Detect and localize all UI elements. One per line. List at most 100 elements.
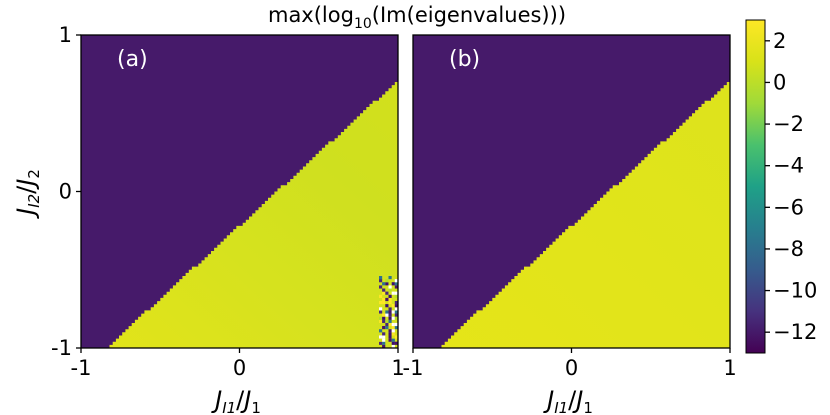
noise-cell bbox=[379, 313, 383, 317]
panel-a-lower-region bbox=[81, 82, 398, 348]
noise-cell bbox=[385, 322, 389, 327]
colorbar-tick-label: −6 bbox=[773, 195, 804, 219]
noise-cell bbox=[391, 304, 395, 308]
noise-cell bbox=[391, 316, 395, 320]
noise-cell bbox=[394, 301, 398, 305]
noise-cell bbox=[388, 322, 392, 327]
y-axis-label: JI2/J2 bbox=[12, 169, 43, 219]
noise-cell bbox=[382, 313, 386, 317]
noise-cell bbox=[382, 335, 386, 339]
x-tick-label: 0 bbox=[565, 356, 578, 380]
noise-cell bbox=[379, 307, 383, 311]
noise-cell bbox=[394, 310, 398, 314]
noise-cell bbox=[379, 319, 383, 323]
noise-cell bbox=[394, 291, 398, 295]
noise-cell bbox=[391, 341, 395, 345]
noise-cell bbox=[388, 335, 392, 339]
noise-cell bbox=[379, 344, 383, 348]
colorbar-tick-label: −2 bbox=[773, 112, 804, 136]
noise-cell bbox=[382, 297, 386, 302]
noise-cell bbox=[379, 335, 383, 339]
noise-cell bbox=[388, 304, 392, 308]
noise-cell bbox=[388, 329, 392, 333]
noise-cell bbox=[382, 326, 386, 330]
noise-cell bbox=[391, 282, 395, 286]
noise-cell bbox=[391, 322, 395, 327]
noise-cell bbox=[385, 282, 389, 286]
noise-cell bbox=[391, 329, 395, 333]
noise-cell bbox=[382, 319, 386, 323]
noise-cell bbox=[388, 307, 392, 311]
noise-cell bbox=[385, 313, 389, 317]
noise-cell bbox=[388, 276, 392, 280]
noise-cell bbox=[391, 332, 395, 336]
x-tick-label: -1 bbox=[403, 356, 424, 380]
x-tick-label: -1 bbox=[71, 356, 92, 380]
noise-cell bbox=[385, 279, 389, 283]
noise-cell bbox=[394, 335, 398, 339]
x-axis-label-a: JI1/J1 bbox=[211, 386, 261, 415]
colorbar-tick-label: −10 bbox=[773, 279, 817, 303]
x-tick-label: 1 bbox=[723, 356, 736, 380]
noise-cell bbox=[391, 344, 395, 348]
noise-cell bbox=[388, 316, 392, 320]
colorbar-tick-label: −8 bbox=[773, 237, 804, 261]
noise-cell bbox=[394, 282, 398, 286]
colorbar-tick-label: 2 bbox=[773, 29, 786, 53]
colorbar-ticks: 2 0 −2 −4 −6 −8 −10 −12 bbox=[765, 29, 817, 344]
noise-cell bbox=[379, 341, 383, 345]
colorbar: 2 0 −2 −4 −6 −8 −10 −12 bbox=[745, 19, 817, 354]
noise-cell bbox=[394, 279, 398, 283]
noise-cell bbox=[391, 310, 395, 314]
noise-cell bbox=[385, 304, 389, 308]
noise-cell bbox=[394, 313, 398, 317]
noise-cell bbox=[388, 332, 392, 336]
colorbar-tick-label: 0 bbox=[773, 70, 786, 94]
noise-cell bbox=[394, 322, 398, 327]
noise-cell bbox=[379, 310, 383, 314]
noise-cell bbox=[394, 285, 398, 289]
noise-cell bbox=[394, 307, 398, 311]
noise-cell bbox=[394, 326, 398, 330]
noise-cell bbox=[388, 313, 392, 317]
x-tick-label: 1 bbox=[391, 356, 404, 380]
noise-cell bbox=[379, 301, 383, 305]
noise-cell bbox=[388, 297, 392, 302]
y-tick-label: 0 bbox=[59, 180, 72, 204]
panel-a: (a) bbox=[80, 34, 399, 349]
panel-b: (b) bbox=[412, 34, 731, 349]
y-tick-label: 1 bbox=[59, 23, 72, 47]
x-axis-label-b: JI1/J1 bbox=[543, 386, 593, 415]
noise-cell bbox=[379, 294, 383, 298]
noise-cell bbox=[388, 294, 392, 298]
chart-title: max(log10(Im(eigenvalues))) bbox=[268, 3, 566, 32]
panel-a-noisy-corner bbox=[379, 276, 398, 348]
noise-cell bbox=[379, 329, 383, 333]
noise-cell bbox=[394, 316, 398, 320]
panel-b-lower-region bbox=[413, 82, 730, 348]
noise-cell bbox=[388, 301, 392, 305]
noise-cell bbox=[385, 291, 389, 295]
colorbar-tick-label: −12 bbox=[773, 320, 817, 344]
noise-cell bbox=[382, 291, 386, 295]
noise-cell bbox=[379, 316, 383, 320]
noise-cell bbox=[385, 297, 389, 302]
noise-cell bbox=[394, 341, 398, 345]
noise-cell bbox=[394, 294, 398, 298]
y-tick-label: -1 bbox=[51, 336, 72, 360]
noise-cell bbox=[388, 285, 392, 289]
colorbar-gradient bbox=[745, 19, 766, 354]
noise-cell bbox=[391, 338, 395, 342]
noise-cell bbox=[385, 326, 389, 330]
noise-cell bbox=[385, 319, 389, 323]
noise-cell bbox=[382, 341, 386, 345]
noise-cell bbox=[388, 310, 392, 314]
noise-cell bbox=[388, 338, 392, 342]
noise-cell bbox=[379, 285, 383, 289]
noise-cell bbox=[382, 301, 386, 305]
noise-cell bbox=[382, 332, 386, 336]
noise-cell bbox=[379, 276, 383, 280]
noise-cell bbox=[379, 338, 383, 342]
noise-cell bbox=[394, 304, 398, 308]
